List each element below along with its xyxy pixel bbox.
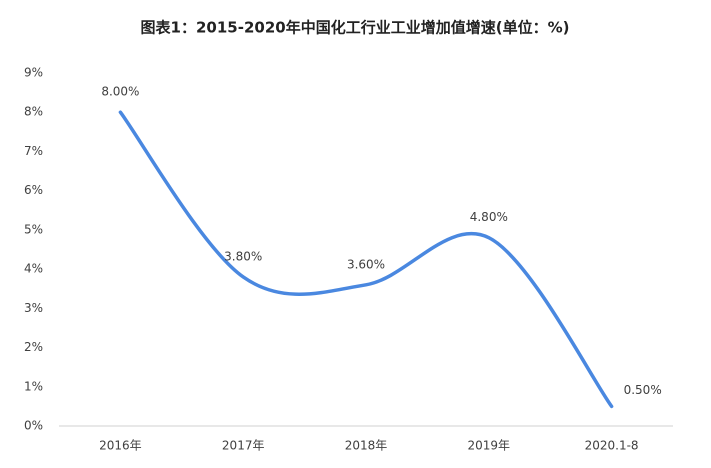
y-tick-label: 1% — [24, 379, 43, 393]
x-tick-label: 2018年 — [345, 439, 388, 453]
data-label: 3.80% — [224, 249, 262, 263]
chart-title: 图表1：2015-2020年中国化工行业工业增加值增速(单位：%) — [141, 19, 570, 37]
y-tick-label: 5% — [24, 222, 43, 236]
data-label: 8.00% — [101, 85, 139, 99]
data-label: 3.60% — [347, 257, 385, 271]
x-tick-label: 2020.1-8 — [585, 439, 639, 453]
y-tick-label: 6% — [24, 183, 43, 197]
x-tick-label: 2016年 — [99, 439, 142, 453]
data-label: 4.80% — [470, 210, 508, 224]
y-tick-label: 0% — [24, 419, 43, 433]
line — [118, 110, 614, 409]
y-tick-label: 7% — [24, 144, 43, 158]
y-tick-label: 4% — [24, 262, 43, 276]
y-tick-label: 2% — [24, 340, 43, 354]
x-tick-label: 2017年 — [222, 439, 265, 453]
y-tick-label: 8% — [24, 105, 43, 119]
y-tick-label: 9% — [24, 66, 43, 80]
data-label: 0.50% — [624, 383, 662, 397]
x-tick-label: 2019年 — [468, 439, 511, 453]
y-tick-label: 3% — [24, 301, 43, 315]
